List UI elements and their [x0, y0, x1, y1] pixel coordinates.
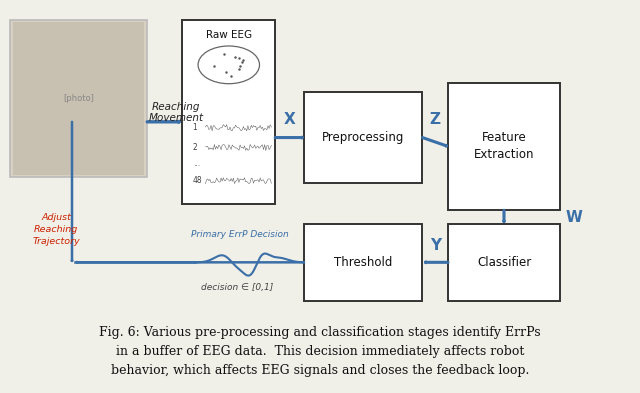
FancyBboxPatch shape: [448, 83, 560, 210]
Text: Adjust: Adjust: [41, 213, 71, 222]
Text: Raw EEG: Raw EEG: [205, 29, 252, 40]
Text: 2: 2: [193, 143, 197, 152]
Text: [photo]: [photo]: [63, 94, 94, 103]
Text: decision ∈ [0,1]: decision ∈ [0,1]: [201, 283, 273, 292]
FancyBboxPatch shape: [304, 92, 422, 183]
FancyBboxPatch shape: [448, 224, 560, 301]
Text: Z: Z: [429, 112, 441, 127]
FancyBboxPatch shape: [13, 22, 144, 175]
FancyBboxPatch shape: [182, 20, 275, 204]
Text: Trajectory: Trajectory: [32, 237, 80, 246]
FancyBboxPatch shape: [304, 224, 422, 301]
Text: Fig. 6: Various pre-processing and classification stages identify ErrPs
in a buf: Fig. 6: Various pre-processing and class…: [99, 326, 541, 377]
Text: Primary ErrP Decision: Primary ErrP Decision: [191, 230, 289, 239]
Text: Movement: Movement: [148, 113, 204, 123]
Text: ...: ...: [193, 159, 200, 167]
Text: Reaching: Reaching: [34, 225, 78, 234]
Text: Feature
Extraction: Feature Extraction: [474, 131, 534, 162]
Text: 1: 1: [193, 123, 197, 132]
Text: Classifier: Classifier: [477, 256, 531, 269]
Text: W: W: [566, 209, 582, 225]
Text: Y: Y: [429, 238, 441, 253]
FancyBboxPatch shape: [10, 20, 147, 177]
Text: 48: 48: [193, 176, 202, 185]
Text: Threshold: Threshold: [334, 256, 392, 269]
Text: X: X: [284, 112, 296, 127]
Text: Reaching: Reaching: [152, 102, 200, 112]
Text: Preprocessing: Preprocessing: [322, 131, 404, 144]
